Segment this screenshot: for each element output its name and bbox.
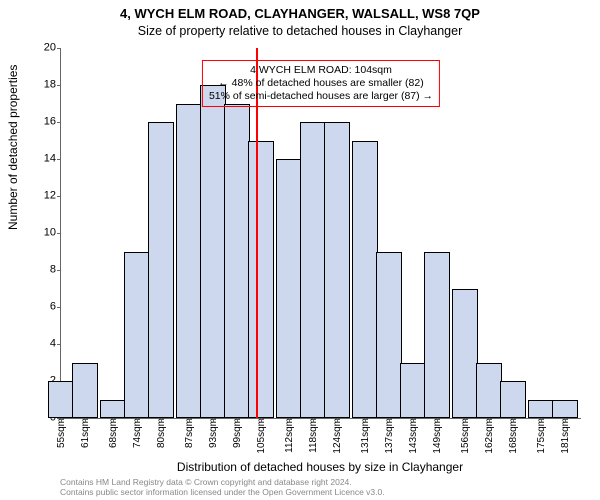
histogram-bar <box>552 400 577 419</box>
x-tick-label: 131sqm <box>359 418 371 454</box>
footer-line-2: Contains public sector information licen… <box>60 488 385 498</box>
histogram-bar <box>224 104 249 419</box>
chart-title-main: 4, WYCH ELM ROAD, CLAYHANGER, WALSALL, W… <box>0 6 600 21</box>
x-tick-label: 87sqm <box>183 418 195 448</box>
histogram-bar <box>352 141 377 419</box>
histogram-bar <box>476 363 501 419</box>
histogram-bar <box>528 400 553 419</box>
x-tick-label: 168sqm <box>507 418 519 454</box>
x-tick-label: 99sqm <box>231 418 243 448</box>
annotation-line-1: 4 WYCH ELM ROAD: 104sqm <box>209 64 433 77</box>
x-tick-label: 137sqm <box>383 418 395 454</box>
x-tick-label: 149sqm <box>431 418 443 454</box>
x-tick-mark <box>389 418 390 422</box>
y-tick-mark <box>57 270 61 271</box>
x-tick-mark <box>189 418 190 422</box>
x-tick-label: 181sqm <box>559 418 571 454</box>
x-tick-mark <box>261 418 262 422</box>
footer-attribution: Contains HM Land Registry data © Crown c… <box>60 478 385 498</box>
annotation-line-3: 51% of semi-detached houses are larger (… <box>209 90 433 103</box>
x-tick-mark <box>565 418 566 422</box>
x-tick-mark <box>365 418 366 422</box>
x-tick-label: 118sqm <box>307 418 319 453</box>
x-tick-label: 55sqm <box>55 418 67 448</box>
x-tick-label: 105sqm <box>255 418 267 454</box>
x-tick-label: 93sqm <box>207 418 219 448</box>
x-tick-mark <box>237 418 238 422</box>
chart-container: 4, WYCH ELM ROAD, CLAYHANGER, WALSALL, W… <box>0 0 600 500</box>
x-tick-label: 162sqm <box>483 418 495 454</box>
x-tick-label: 124sqm <box>331 418 343 454</box>
histogram-bar <box>176 104 201 419</box>
histogram-bar <box>148 122 173 418</box>
y-tick-mark <box>57 307 61 308</box>
y-tick-mark <box>57 85 61 86</box>
histogram-bar <box>376 252 401 419</box>
x-tick-label: 143sqm <box>407 418 419 454</box>
x-tick-mark <box>489 418 490 422</box>
x-tick-label: 175sqm <box>535 418 547 454</box>
x-tick-label: 74sqm <box>131 418 143 448</box>
x-tick-mark <box>137 418 138 422</box>
y-tick-mark <box>57 344 61 345</box>
x-tick-label: 112sqm <box>283 418 295 453</box>
x-tick-mark <box>437 418 438 422</box>
annotation-box: 4 WYCH ELM ROAD: 104sqm← 48% of detached… <box>202 60 440 107</box>
y-tick-mark <box>57 122 61 123</box>
annotation-line-2: ← 48% of detached houses are smaller (82… <box>209 77 433 90</box>
histogram-bar <box>72 363 97 419</box>
x-tick-label: 61sqm <box>79 418 91 448</box>
y-tick-mark <box>57 233 61 234</box>
y-tick-mark <box>57 159 61 160</box>
chart-title-sub: Size of property relative to detached ho… <box>0 24 600 38</box>
x-tick-label: 156sqm <box>459 418 471 454</box>
y-tick-mark <box>57 48 61 49</box>
histogram-bar <box>248 141 273 419</box>
histogram-bar <box>276 159 301 418</box>
histogram-bar <box>400 363 425 419</box>
histogram-bar <box>300 122 325 418</box>
x-tick-mark <box>465 418 466 422</box>
histogram-bar <box>452 289 477 419</box>
x-tick-mark <box>213 418 214 422</box>
histogram-bar <box>500 381 525 418</box>
x-axis-label: Distribution of detached houses by size … <box>60 460 580 474</box>
histogram-bar <box>324 122 349 418</box>
x-tick-mark <box>85 418 86 422</box>
x-tick-mark <box>413 418 414 422</box>
histogram-bar <box>100 400 125 419</box>
histogram-bar <box>200 85 225 418</box>
y-tick-mark <box>57 196 61 197</box>
x-tick-mark <box>161 418 162 422</box>
y-axis-label: Number of detached properties <box>6 65 20 230</box>
x-tick-mark <box>337 418 338 422</box>
x-tick-mark <box>113 418 114 422</box>
histogram-bar <box>124 252 149 419</box>
x-tick-label: 80sqm <box>155 418 167 448</box>
x-tick-mark <box>541 418 542 422</box>
x-tick-mark <box>313 418 314 422</box>
histogram-bar <box>424 252 449 419</box>
histogram-bar <box>48 381 73 418</box>
plot-area: 0246810121416182055sqm61sqm68sqm74sqm80s… <box>60 48 581 419</box>
x-tick-mark <box>513 418 514 422</box>
x-tick-mark <box>61 418 62 422</box>
x-tick-label: 68sqm <box>107 418 119 448</box>
x-tick-mark <box>289 418 290 422</box>
